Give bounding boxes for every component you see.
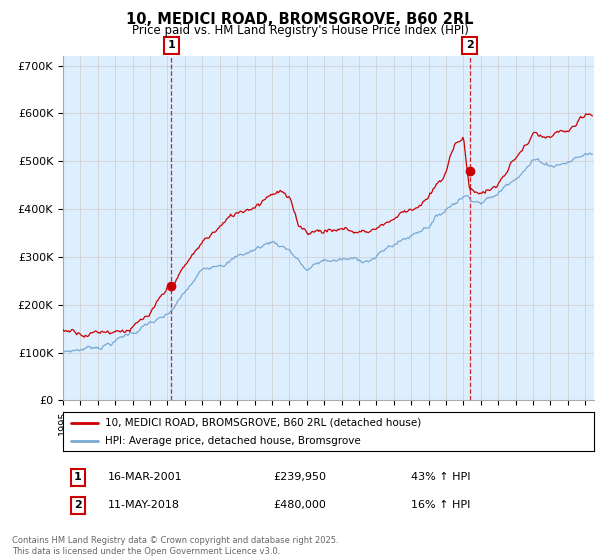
Text: 1: 1 xyxy=(167,40,175,50)
Text: HPI: Average price, detached house, Bromsgrove: HPI: Average price, detached house, Brom… xyxy=(106,436,361,446)
Text: 2: 2 xyxy=(74,500,82,510)
Text: £239,950: £239,950 xyxy=(273,472,326,482)
Text: 2: 2 xyxy=(466,40,473,50)
Text: 16-MAR-2001: 16-MAR-2001 xyxy=(108,472,182,482)
Text: 43% ↑ HPI: 43% ↑ HPI xyxy=(411,472,470,482)
Text: 10, MEDICI ROAD, BROMSGROVE, B60 2RL (detached house): 10, MEDICI ROAD, BROMSGROVE, B60 2RL (de… xyxy=(106,418,422,428)
Text: Contains HM Land Registry data © Crown copyright and database right 2025.
This d: Contains HM Land Registry data © Crown c… xyxy=(12,536,338,556)
Text: 1: 1 xyxy=(74,472,82,482)
Text: 11-MAY-2018: 11-MAY-2018 xyxy=(108,500,180,510)
Text: 16% ↑ HPI: 16% ↑ HPI xyxy=(411,500,470,510)
Text: Price paid vs. HM Land Registry's House Price Index (HPI): Price paid vs. HM Land Registry's House … xyxy=(131,24,469,36)
Text: £480,000: £480,000 xyxy=(273,500,326,510)
Text: 10, MEDICI ROAD, BROMSGROVE, B60 2RL: 10, MEDICI ROAD, BROMSGROVE, B60 2RL xyxy=(126,12,474,27)
